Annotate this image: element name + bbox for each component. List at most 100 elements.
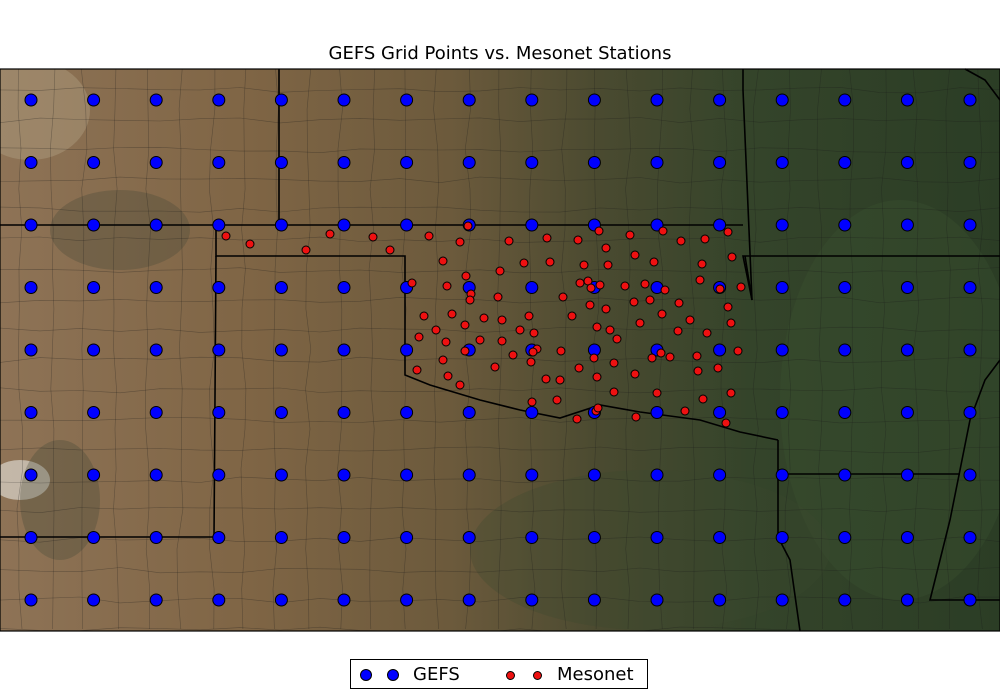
gefs-grid-point bbox=[900, 281, 914, 294]
gefs-grid-point bbox=[713, 468, 727, 482]
gefs-grid-point bbox=[337, 218, 351, 232]
mesonet-station bbox=[463, 221, 473, 231]
mesonet-station bbox=[441, 337, 451, 347]
gefs-grid-point bbox=[713, 93, 727, 107]
gefs-grid-point bbox=[212, 593, 226, 607]
gefs-grid-point bbox=[713, 406, 727, 419]
gefs-grid-point bbox=[963, 93, 977, 107]
mesonet-station bbox=[407, 278, 417, 288]
gefs-grid-point bbox=[87, 156, 101, 169]
mesonet-station bbox=[647, 353, 657, 363]
gefs-grid-point bbox=[775, 218, 789, 232]
gefs-grid-point bbox=[24, 531, 38, 544]
gefs-grid-point bbox=[149, 593, 163, 607]
gefs-grid-point bbox=[650, 156, 664, 169]
mesonet-station bbox=[592, 322, 602, 332]
gefs-grid-point bbox=[900, 218, 914, 232]
mesonet-station bbox=[629, 297, 639, 307]
gefs-grid-point bbox=[963, 343, 977, 357]
gefs-grid-point bbox=[87, 531, 101, 544]
mesonet-station bbox=[631, 412, 641, 422]
gefs-grid-point bbox=[274, 93, 288, 107]
gefs-grid-point bbox=[900, 531, 914, 544]
gefs-grid-point bbox=[900, 468, 914, 482]
gefs-grid-point bbox=[462, 93, 476, 107]
gefs-grid-point bbox=[400, 343, 414, 357]
mesonet-station bbox=[460, 320, 470, 330]
gefs-grid-point bbox=[462, 468, 476, 482]
mesonet-station bbox=[673, 326, 683, 336]
gefs-grid-point bbox=[775, 468, 789, 482]
mesonet-station bbox=[438, 256, 448, 266]
mesonet-station bbox=[635, 318, 645, 328]
mesonet-station bbox=[542, 233, 552, 243]
gefs-grid-point bbox=[24, 156, 38, 169]
gefs-grid-point bbox=[462, 156, 476, 169]
gefs-grid-point bbox=[149, 93, 163, 107]
mesonet-station bbox=[438, 355, 448, 365]
mesonet-station bbox=[412, 365, 422, 375]
gefs-grid-point bbox=[24, 468, 38, 482]
gefs-grid-point bbox=[775, 406, 789, 419]
gefs-grid-point bbox=[525, 281, 539, 294]
mesonet-station bbox=[545, 257, 555, 267]
gefs-grid-point bbox=[400, 468, 414, 482]
gefs-grid-point bbox=[587, 156, 601, 169]
gefs-grid-point bbox=[149, 531, 163, 544]
gefs-grid-point bbox=[87, 468, 101, 482]
mesonet-station bbox=[529, 328, 539, 338]
mesonet-station bbox=[573, 235, 583, 245]
legend-mesonet-label: Mesonet bbox=[557, 664, 634, 685]
legend-gefs-label: GEFS bbox=[413, 664, 460, 685]
mesonet-station bbox=[609, 358, 619, 368]
mesonet-station bbox=[497, 315, 507, 325]
gefs-grid-point bbox=[963, 593, 977, 607]
gefs-grid-point bbox=[713, 531, 727, 544]
gefs-grid-point bbox=[650, 593, 664, 607]
gefs-grid-point bbox=[587, 593, 601, 607]
gefs-grid-point bbox=[212, 468, 226, 482]
gefs-grid-point bbox=[149, 156, 163, 169]
legend-mesonet-marker-2 bbox=[533, 671, 542, 680]
mesonet-station bbox=[656, 348, 666, 358]
gefs-grid-point bbox=[87, 281, 101, 294]
mesonet-station bbox=[640, 279, 650, 289]
mesonet-station bbox=[508, 350, 518, 360]
gefs-grid-point bbox=[87, 406, 101, 419]
mesonet-station bbox=[649, 257, 659, 267]
mesonet-station bbox=[660, 285, 670, 295]
mesonet-station bbox=[625, 230, 635, 240]
gefs-grid-point bbox=[462, 531, 476, 544]
gefs-grid-point bbox=[212, 93, 226, 107]
gefs-grid-point bbox=[274, 156, 288, 169]
gefs-grid-point bbox=[838, 468, 852, 482]
mesonet-station bbox=[697, 259, 707, 269]
mesonet-station bbox=[221, 231, 231, 241]
mesonet-station bbox=[493, 292, 503, 302]
mesonet-station bbox=[692, 351, 702, 361]
mesonet-station bbox=[442, 281, 452, 291]
gefs-grid-point bbox=[838, 156, 852, 169]
gefs-grid-point bbox=[149, 343, 163, 357]
gefs-grid-point bbox=[24, 343, 38, 357]
mesonet-station bbox=[579, 260, 589, 270]
mesonet-station bbox=[447, 309, 457, 319]
gefs-grid-point bbox=[963, 531, 977, 544]
gefs-grid-point bbox=[87, 593, 101, 607]
mesonet-station bbox=[460, 346, 470, 356]
mesonet-station bbox=[680, 406, 690, 416]
gefs-grid-point bbox=[400, 93, 414, 107]
gefs-grid-point bbox=[337, 343, 351, 357]
mesonet-station bbox=[424, 231, 434, 241]
gefs-grid-point bbox=[963, 156, 977, 169]
gefs-grid-point bbox=[337, 531, 351, 544]
mesonet-station bbox=[455, 237, 465, 247]
mesonet-station bbox=[736, 282, 746, 292]
gefs-grid-point bbox=[212, 281, 226, 294]
mesonet-station bbox=[515, 325, 525, 335]
mesonet-station bbox=[572, 414, 582, 424]
gefs-grid-point bbox=[400, 218, 414, 232]
mesonet-station bbox=[693, 366, 703, 376]
gefs-grid-point bbox=[963, 406, 977, 419]
mesonet-station bbox=[575, 278, 585, 288]
